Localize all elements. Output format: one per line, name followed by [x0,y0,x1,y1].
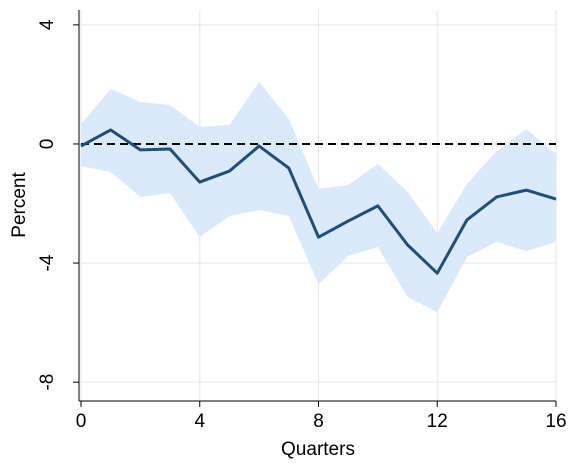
line-series [80,128,557,275]
x-axis-title: Quarters [281,439,355,460]
y-tick-label: 0 [37,139,58,150]
x-tick-label: 16 [545,411,566,432]
x-tick-label: 8 [313,411,324,432]
x-tick-label: 4 [194,411,205,432]
y-tick-label: 4 [37,19,58,30]
x-tick-label: 0 [76,411,87,432]
confidence-band [81,82,556,313]
y-axis-title: Percent [9,172,30,238]
y-tick-label: -4 [37,254,58,271]
y-tick-label: -8 [37,374,58,391]
x-tick-label: 12 [427,411,448,432]
